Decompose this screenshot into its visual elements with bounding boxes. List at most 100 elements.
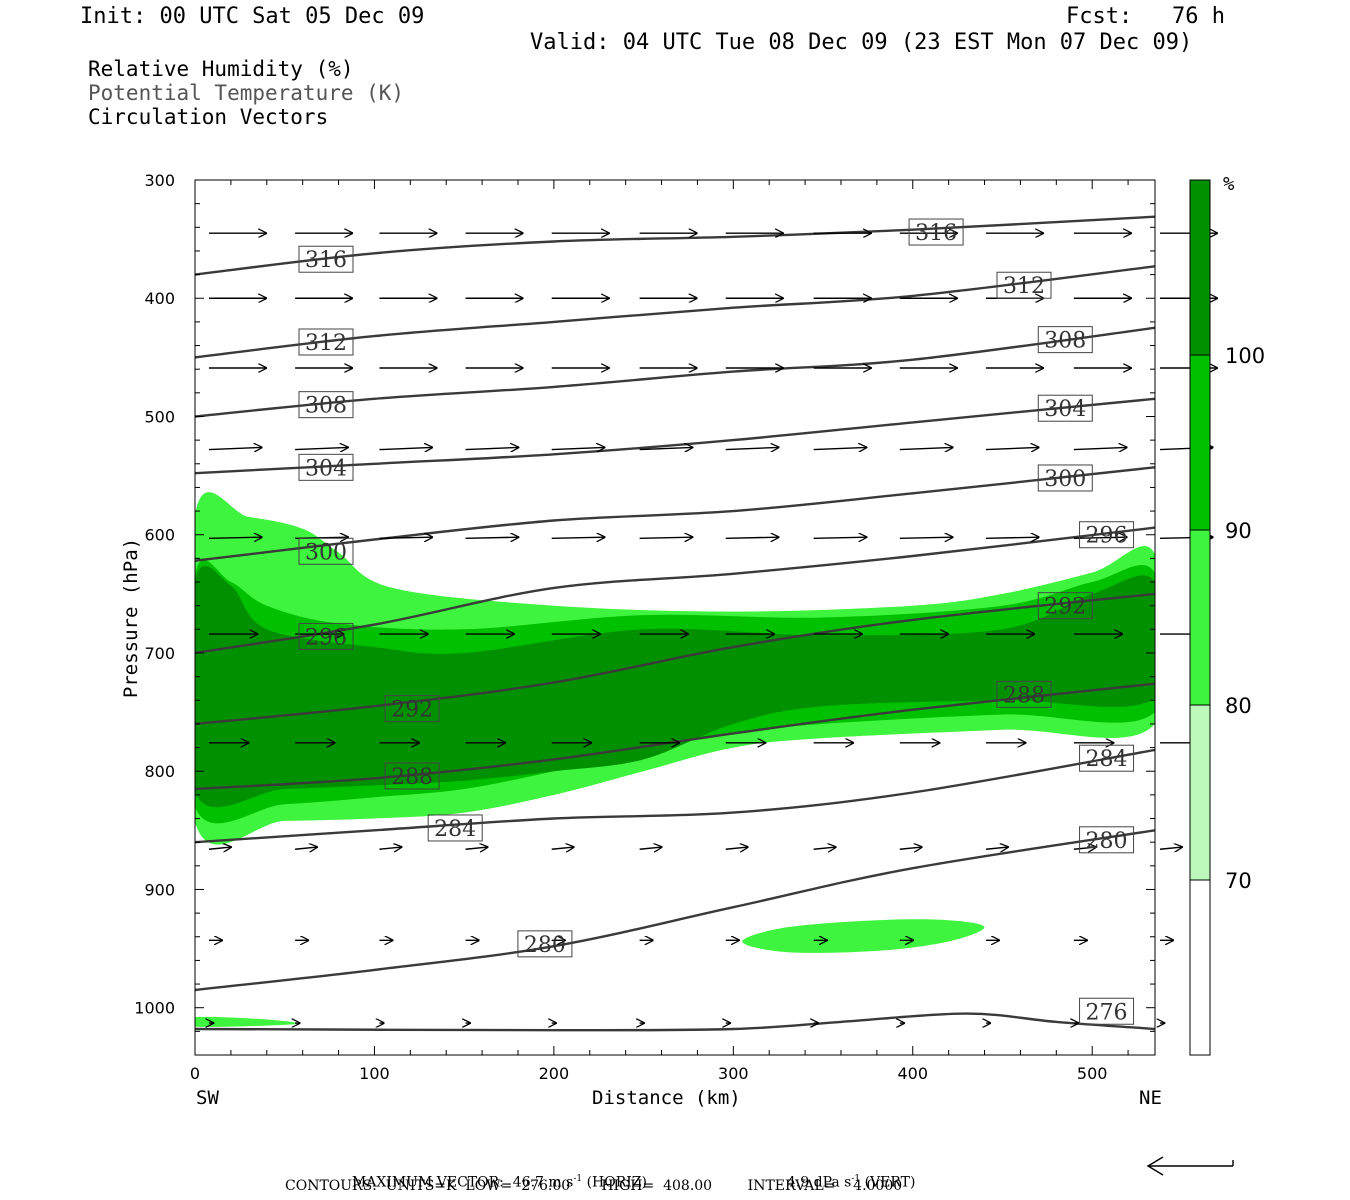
vert-tag: (VERT) [860,1174,916,1191]
circulation-vector [379,847,401,849]
y-tick-label: 900 [144,880,175,899]
theta-contour-304 [195,397,1155,475]
x-end-right: NE [1139,1087,1162,1109]
theta-label-text: 292 [1044,595,1086,620]
colorbar-swatch [1189,354,1211,531]
circulation-vector [639,447,693,449]
y-axis-label: Pressure (hPa) [120,537,142,699]
theta-label-text: 312 [305,331,347,356]
theta-label-text: 288 [1003,683,1045,708]
rh-fill-layer [195,492,1155,1027]
theta-label-box [298,391,354,419]
colorbar-swatch [1189,179,1211,356]
circulation-vector [551,447,605,449]
valid-time: Valid: 04 UTC Tue 08 Dec 09 (23 EST Mon … [530,30,1193,55]
theta-label-box [298,328,354,356]
theta-label-box [384,695,440,723]
y-tick-label: 1000 [134,999,175,1018]
theta-label-292: 292 [384,695,440,723]
x-tick-label: 300 [718,1064,749,1083]
theta-label-text: 316 [305,248,347,273]
horiz-exponent: -1 [573,1174,583,1184]
theta-label-box [1079,521,1135,549]
circulation-vector [1159,847,1182,849]
theta-label-280: 280 [517,930,573,958]
footer-max-vert: 4.9 dPa s-1 (VERT) [778,1158,916,1191]
y-tick-label: 500 [144,407,175,426]
y-tick-label: 600 [144,526,175,545]
theta-label-text: 316 [915,221,957,246]
theta-contour-300 [195,466,1155,562]
circulation-vector [899,447,953,449]
circulation-vector [295,447,348,449]
circulation-vector [1073,447,1127,449]
theta-label-box [298,622,354,650]
max-horiz-value: 46.7 m s [512,1174,574,1191]
x-end-left: SW [196,1087,219,1109]
theta-label-box [996,680,1052,708]
x-tick-label: 400 [897,1064,928,1083]
circulation-vector [813,537,867,538]
colorbar-swatch [1189,879,1211,1056]
theta-label-text: 284 [434,817,476,842]
footer-contours: CONTOURS: UNITS=K LOW= 276.00 HIGH= 408.… [285,1178,903,1194]
x-tick-label: 500 [1077,1064,1108,1083]
circulation-vector [379,537,432,538]
theta-label-text: 296 [1086,524,1128,549]
theta-label-text: 300 [1044,467,1086,492]
theta-label-288: 288 [996,680,1052,708]
x-tick-label: 0 [190,1064,200,1083]
theta-label-296: 296 [1079,521,1135,549]
circulation-vector [725,447,779,449]
circulation-vector [465,847,488,849]
theta-label-304: 304 [1037,394,1093,422]
theta-label-box [517,930,573,958]
x-tick-label: 100 [359,1064,390,1083]
colorbar-level-label: 70 [1225,869,1252,893]
theta-label-text: 312 [1003,274,1045,299]
theta-label-276: 276 [1079,997,1135,1025]
theta-label-text: 276 [1086,1000,1128,1025]
theta-label-288: 288 [384,762,440,790]
legend-vectors: Circulation Vectors [88,105,329,129]
theta-label-text: 308 [1044,329,1086,354]
theta-contour-312 [195,265,1155,359]
circulation-vector [208,847,231,849]
theta-contour-296 [195,526,1155,655]
circulation-vector [985,537,1039,538]
theta-label-text: 280 [524,933,566,958]
circulation-vector [725,847,748,849]
theta-label-280: 280 [1079,826,1135,854]
theta-label-292: 292 [1037,592,1093,620]
theta-label-box [1079,826,1135,854]
circulation-vector [379,447,432,449]
theta-label-296: 296 [298,622,354,650]
max-vert-value: 4.9 dPa s [786,1174,852,1191]
theta-label-box [908,218,964,246]
theta-label-text: 300 [305,540,347,565]
theta-label-text: 296 [305,625,347,650]
rh-region-80 [195,1016,297,1027]
theta-label-box [384,762,440,790]
circulation-vector [1073,537,1127,538]
theta-label-box [298,537,354,565]
colorbar-swatch [1189,704,1211,881]
legend-theta: Potential Temperature (K) [88,81,405,105]
theta-label-box [298,245,354,273]
colorbar-level-label: 80 [1225,694,1252,718]
max-vector-label: MAXIMUM VECTOR: [351,1174,504,1191]
circulation-vector [465,447,519,449]
y-tick-label: 300 [144,171,175,190]
colorbar-unit: % [1223,173,1235,195]
circulation-vector [639,847,662,849]
theta-label-308: 308 [1037,326,1093,354]
theta-label-316: 316 [908,218,964,246]
theta-label-304: 304 [298,453,354,481]
theta-label-316: 316 [298,245,354,273]
theta-contour-292 [195,592,1155,726]
axis-layer: 300 400 500 600 700 800 900 1000 0 100 200 300 400 50… [134,171,1155,1083]
circulation-vector [208,447,262,449]
theta-label-box [1079,744,1135,772]
circulation-vector [208,537,262,538]
